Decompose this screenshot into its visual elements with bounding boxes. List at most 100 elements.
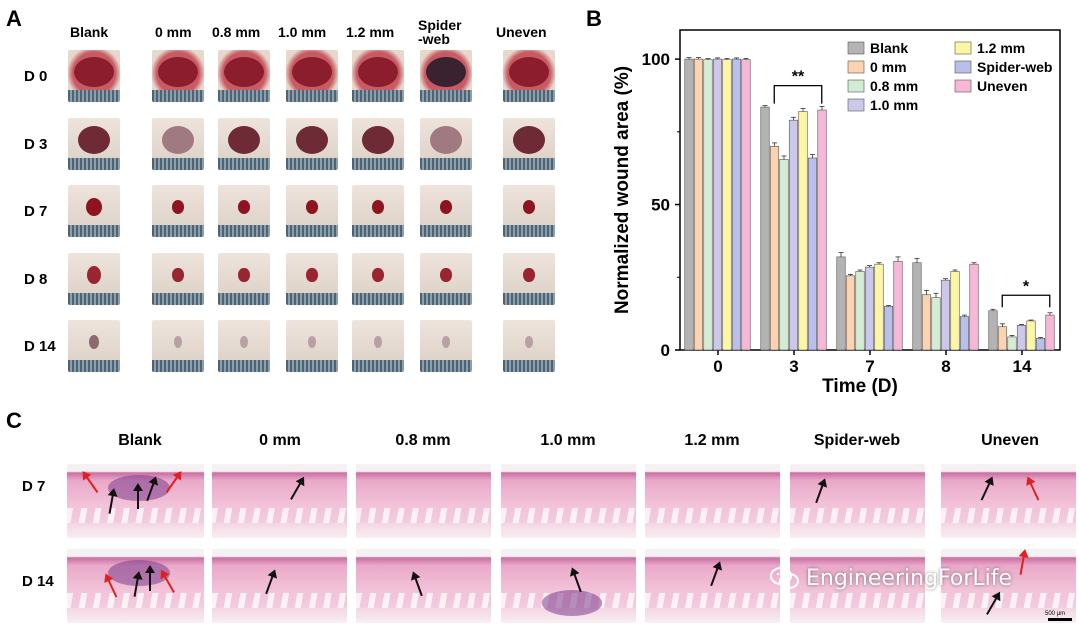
wound-photo [68, 185, 120, 237]
bar [845, 275, 856, 351]
annotation-arrow [145, 565, 155, 591]
watermark-text: EngineeringForLife [806, 566, 1013, 591]
wound-photo [352, 320, 404, 372]
photo-column-label: Blank [70, 24, 109, 40]
wound-photo [68, 50, 120, 102]
bar [798, 111, 808, 351]
histology-image [356, 549, 491, 623]
wound-photo [152, 253, 204, 305]
legend-swatch [954, 41, 972, 55]
wound-photo [286, 185, 338, 237]
histology-image [212, 464, 347, 538]
bar [1007, 336, 1017, 351]
photo-column-label: Uneven [496, 24, 547, 40]
histology-image [212, 549, 347, 623]
wound-photo [286, 253, 338, 305]
photo-column-label: 0.8 mm [212, 24, 261, 40]
bar [788, 119, 799, 351]
bar [855, 271, 865, 351]
histology-column-label: Blank [118, 432, 162, 449]
bar [1035, 338, 1046, 351]
wound-photo [420, 253, 472, 305]
wound-photo [218, 185, 270, 237]
histology-row-label: D 7 [22, 478, 46, 495]
histology-column-label: 0 mm [259, 432, 301, 449]
bar [1016, 324, 1027, 351]
legend-label: 1.0 mm [870, 97, 918, 113]
bar [807, 157, 818, 351]
legend-swatch [847, 98, 865, 112]
x-tick-label: 0 [713, 357, 722, 376]
wound-photo [352, 253, 404, 305]
photo-column-label: 0 mm [155, 24, 192, 40]
wound-photo [286, 50, 338, 102]
bar [921, 294, 932, 351]
wound-photo [152, 50, 204, 102]
histology-column-label: 1.0 mm [540, 432, 596, 449]
wound-photo [420, 50, 472, 102]
bar [874, 263, 884, 351]
scale-bar-label: 500 μm [1045, 611, 1066, 617]
wound-photo [68, 320, 120, 372]
y-axis-label: Normalized wound area (%) [612, 66, 633, 314]
panel-label-a: A [6, 6, 22, 31]
bar [883, 306, 894, 351]
bar [864, 266, 875, 351]
photo-row-label: D 7 [24, 203, 48, 220]
wound-photo [68, 253, 120, 305]
bar [893, 260, 903, 351]
bar [817, 109, 827, 351]
bar [959, 316, 970, 351]
wound-photo [286, 118, 338, 170]
wound-photo [286, 320, 338, 372]
photo-column-label: 1.0 mm [278, 24, 327, 40]
bar [912, 262, 922, 351]
wound-photo [352, 50, 404, 102]
legend-label: Spider-web [977, 59, 1052, 75]
histology-image [790, 464, 925, 538]
scale-bar [1048, 618, 1072, 621]
photo-column-label: 1.2 mm [346, 24, 395, 40]
photo-row-label: D 14 [24, 338, 56, 355]
photo-row-label: D 0 [24, 68, 48, 85]
bar [693, 58, 704, 351]
bar [940, 279, 951, 351]
y-tick-label: 50 [651, 196, 670, 215]
histology-image [501, 464, 636, 538]
wound-photo [503, 253, 555, 305]
x-tick-label: 7 [865, 357, 874, 376]
wound-photo [420, 320, 472, 372]
wound-area-bar-chart: 0 50 100 Normalized wound area (%) Time (D) 0… [612, 29, 1061, 397]
histology-column-label: Spider-web [813, 432, 901, 449]
histology-image [941, 464, 1076, 538]
histology-image [645, 464, 780, 538]
histology-image [67, 549, 204, 623]
legend-label: 0.8 mm [870, 78, 918, 94]
wound-photo [503, 50, 555, 102]
bar [779, 159, 789, 351]
histology-image [941, 549, 1076, 623]
legend-label: 1.2 mm [977, 40, 1025, 56]
wound-photo [420, 118, 472, 170]
significance-bracket [773, 84, 823, 104]
panel-label-c: C [6, 408, 22, 433]
histology-column-label: Uneven [981, 432, 1039, 449]
wound-photo [503, 118, 555, 170]
bar [950, 271, 960, 351]
bar [1045, 314, 1055, 351]
legend-swatch [954, 79, 972, 93]
bar [722, 59, 732, 351]
photo-column-label: Spider -web [418, 17, 462, 47]
legend-label: 0 mm [870, 59, 907, 75]
bar [741, 59, 751, 351]
wound-photo [503, 185, 555, 237]
wound-photo [218, 253, 270, 305]
bar [731, 58, 742, 351]
wound-photo [218, 320, 270, 372]
bar [769, 146, 780, 351]
histology-image [501, 549, 636, 623]
wound-photo [352, 118, 404, 170]
histology-row-label: D 14 [22, 573, 54, 590]
y-tick-label: 0 [661, 341, 670, 360]
wound-photo [68, 118, 120, 170]
